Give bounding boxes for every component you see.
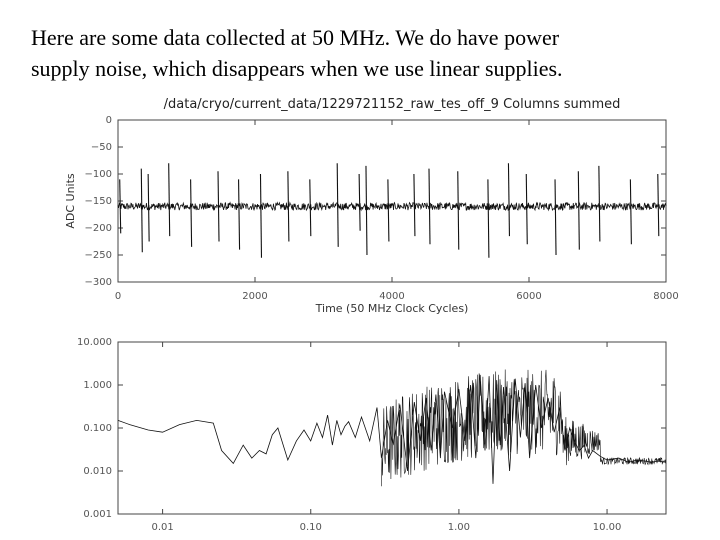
spectrum-ytick-label: 10.000 — [77, 337, 112, 348]
time-series-spike — [217, 171, 220, 242]
time-series-spike — [457, 171, 460, 250]
time-series-spike — [287, 171, 290, 242]
time-series-ylabel: ADC Units — [64, 173, 77, 229]
time-series-xtick-label: 2000 — [242, 291, 267, 302]
time-series-title: /data/cryo/current_data/1229721152_raw_t… — [164, 97, 621, 112]
time-series-line — [117, 201, 667, 212]
time-series-ytick-label: −300 — [85, 277, 112, 288]
time-series-spike — [119, 179, 122, 234]
time-series-spike — [238, 179, 241, 250]
spectrum-ytick-label: 0.010 — [83, 466, 112, 477]
time-series-spike — [365, 165, 368, 256]
time-series-plot-frame — [117, 119, 667, 283]
time-series-ytick-label: −50 — [91, 142, 112, 153]
time-series-spike — [147, 173, 150, 242]
spectrum-chart: 0.01 0.10 1.00 10.00 10.000 1.000 0.100 0.010 0… — [77, 337, 667, 533]
time-series-spike — [259, 173, 263, 258]
time-series-xtick-label: 4000 — [379, 291, 404, 302]
time-series-ytick-label: −100 — [85, 169, 112, 180]
time-series-spike — [428, 168, 431, 245]
time-series-spike — [507, 163, 510, 237]
spectrum-ytick-label: 0.001 — [83, 509, 112, 520]
time-series-spike — [487, 179, 490, 258]
time-series-spike — [577, 171, 580, 250]
time-series-spike — [358, 173, 361, 231]
time-series-spike — [598, 165, 601, 242]
spectrum-ytick-label: 0.100 — [83, 423, 112, 434]
time-series-spike — [413, 173, 416, 237]
time-series-xtick-label: 6000 — [516, 291, 541, 302]
slide-text-line-2: supply noise, which disappears when we u… — [31, 56, 563, 81]
time-series-spike — [336, 163, 339, 247]
spectrum-xtick-label: 0.01 — [151, 522, 173, 533]
time-series-ytick-label: 0 — [106, 115, 112, 126]
time-series-chart: /data/cryo/current_data/1229721152_raw_t… — [64, 97, 679, 315]
spectrum-ytick-label: 1.000 — [83, 380, 112, 391]
time-series-spike — [190, 179, 193, 247]
time-series-spike — [629, 179, 632, 245]
spectrum-dense-band — [381, 369, 667, 487]
time-series-ytick-label: −200 — [85, 223, 112, 234]
slide-text-line-1: Here are some data collected at 50 MHz. … — [31, 25, 560, 50]
time-series-spike — [525, 173, 528, 245]
spectrum-xtick-label: 1.00 — [448, 522, 470, 533]
time-series-spike — [140, 168, 143, 253]
time-series-ytick-label: −150 — [85, 196, 112, 207]
time-series-xtick-label: 8000 — [653, 291, 678, 302]
time-series-xtick-label: 0 — [115, 291, 121, 302]
time-series-spike — [387, 179, 390, 242]
time-series-spike — [168, 163, 171, 237]
slide-text: Here are some data collected at 50 MHz. … — [31, 22, 691, 84]
time-series-spike — [657, 173, 660, 237]
time-series-spike — [554, 179, 557, 256]
time-series-spike — [309, 179, 312, 237]
time-series-xlabel: Time (50 MHz Clock Cycles) — [315, 302, 469, 315]
spectrum-xtick-label: 0.10 — [300, 522, 322, 533]
time-series-ytick-label: −250 — [85, 250, 112, 261]
spectrum-xtick-label: 10.00 — [593, 522, 622, 533]
